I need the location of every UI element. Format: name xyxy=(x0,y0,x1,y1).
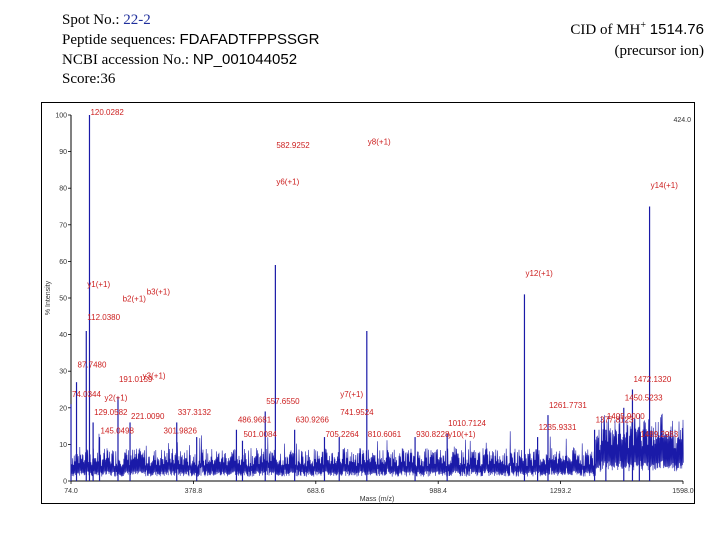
y-tick-label: 70 xyxy=(59,222,67,229)
y-tick-label: 40 xyxy=(59,332,67,339)
peak-annotation: 120.0282 xyxy=(90,108,124,117)
y-tick-label: 20 xyxy=(59,405,67,412)
peak-annotation: 1235.9331 xyxy=(539,423,577,432)
x-tick-label: 378.8 xyxy=(185,488,203,495)
ncbi-value: NP_001044052 xyxy=(192,51,298,68)
peak-annotation: y12(+1) xyxy=(525,269,553,278)
peak-annotation: 112.0380 xyxy=(87,313,120,322)
peak-annotation: 145.0498 xyxy=(101,426,135,435)
peak-annotation: 582.9252 xyxy=(276,141,310,150)
peak-annotation: 221.0090 xyxy=(131,412,165,421)
cid-line: CID of MH+ 1514.76 xyxy=(570,15,704,41)
peak-annotation: y10(+1) xyxy=(448,430,476,439)
ncbi-label: NCBI accession No.: xyxy=(62,52,193,68)
peak-annotation: 301.9826 xyxy=(164,426,198,435)
peak-annotation: b3(+1) xyxy=(147,287,171,296)
x-tick-label: 74.0 xyxy=(64,488,78,495)
x-axis-label: Mass (m/z) xyxy=(360,496,395,503)
peak-annotation: b2(+1) xyxy=(123,295,147,304)
cid-info: CID of MH+ 1514.76 (precursor ion) xyxy=(570,15,704,62)
y-tick-label: 50 xyxy=(59,296,67,303)
y-tick-label: 80 xyxy=(59,186,67,193)
peptide-label: Peptide sequences: xyxy=(62,32,180,48)
noise-trace xyxy=(70,413,684,481)
peak-annotation: 191.0159 xyxy=(119,375,153,384)
y-tick-label: 10 xyxy=(59,442,67,449)
peak-annotation: 1261.7731 xyxy=(549,401,587,410)
peak-annotation: 705.2264 xyxy=(325,430,359,439)
peak-annotation: 1489.2983 xyxy=(640,430,678,439)
peak-annotation: 74.0344 xyxy=(72,390,101,399)
x-tick-label: 1293.2 xyxy=(550,488,572,495)
spectrum-svg: 0 10 20 30 40 50 60 70 80 90 100 74.0 378.8 683.6 988.… xyxy=(45,108,694,503)
peak-annotation: 1010.7124 xyxy=(448,419,486,428)
peak-annotation: 810.6061 xyxy=(368,430,402,439)
cid-prefix: CID of MH xyxy=(570,22,641,38)
score-line: Score:36 xyxy=(62,71,116,87)
spot-label: Spot No.: xyxy=(62,12,124,28)
ncbi-line: NCBI accession No.: NP_001044052 xyxy=(62,50,320,70)
cid-sup: + xyxy=(640,20,647,31)
peak-annotation: 1405.9000 xyxy=(607,412,645,421)
peak-annotation: 486.9681 xyxy=(238,415,272,424)
spectrum-info: Spot No.: 22-2 Peptide sequences: FDAFAD… xyxy=(62,11,320,89)
x-tick-label: 683.6 xyxy=(307,488,325,495)
cid-value: 1514.76 xyxy=(649,21,704,38)
y-tick-label: 100 xyxy=(55,113,67,120)
precursor-line: (precursor ion) xyxy=(614,43,704,59)
peak-annotation: 129.0582 xyxy=(94,408,128,417)
peak-annotation: 87.7480 xyxy=(78,361,107,370)
peak-annotation: y3(+1) xyxy=(143,372,166,381)
peak-annotation: y8(+1) xyxy=(368,137,391,146)
peak-annotation: 630.9266 xyxy=(296,415,330,424)
peak-annotation: 930.8228 xyxy=(416,430,450,439)
peak-annotation: 1450.5233 xyxy=(625,393,663,402)
x-tick-label: 988.4 xyxy=(429,488,447,495)
x-tick-label: 1598.0 xyxy=(672,488,694,495)
peak-annotation: 501.0084 xyxy=(243,430,277,439)
peak-annotation: y14(+1) xyxy=(651,181,679,190)
y-axis-label: % Intensity xyxy=(45,280,52,315)
y-tick-label: 30 xyxy=(59,369,67,376)
peak-annotation: 1472.1320 xyxy=(633,375,671,384)
spot-line: Spot No.: 22-2 xyxy=(62,11,320,30)
peak-annotation: y2(+1) xyxy=(105,393,128,402)
peptide-value: FDAFADTFPPSSGR xyxy=(179,31,320,48)
peak-annotation: 741.9524 xyxy=(340,408,374,417)
spot-value: 22-2 xyxy=(123,12,151,28)
peak-annotation: y1(+1) xyxy=(87,280,110,289)
peptide-line: Peptide sequences: FDAFADTFPPSSGR xyxy=(62,30,320,50)
ms-spectrum-chart: 0 10 20 30 40 50 60 70 80 90 100 74.0 378.8 683.6 988.… xyxy=(41,102,695,504)
peak-annotation: y7(+1) xyxy=(340,390,363,399)
y-tick-label: 90 xyxy=(59,149,67,156)
peak-annotation: 337.3132 xyxy=(178,408,212,417)
y-tick-label: 0 xyxy=(63,479,67,486)
peak-annotation: y6(+1) xyxy=(276,178,299,187)
max-intensity-label: 424.0 xyxy=(673,117,691,124)
peak-annotation: 1377.8123 xyxy=(596,415,634,424)
y-tick-label: 60 xyxy=(59,259,67,266)
peak-annotation: 557.6550 xyxy=(266,397,300,406)
